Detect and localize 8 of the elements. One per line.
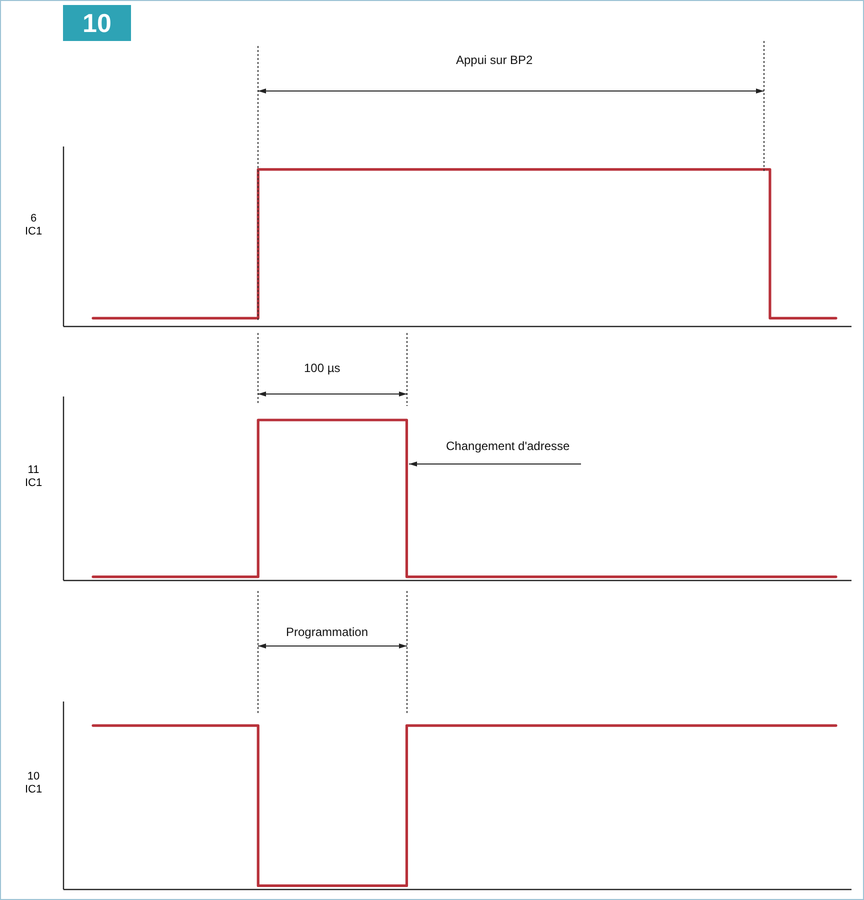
chart-title: 10 (63, 5, 131, 41)
y-axis-title: 10 IC1 (24, 770, 42, 796)
y-axis-title: 11 IC1 (24, 464, 42, 490)
annotation: Changement d'adresse (446, 439, 570, 453)
text: 100 µs (304, 361, 340, 375)
text: Programmation (286, 625, 368, 639)
y-axis-title: 6 IC1 (24, 212, 42, 238)
text: Appui sur BP2 (456, 53, 533, 67)
